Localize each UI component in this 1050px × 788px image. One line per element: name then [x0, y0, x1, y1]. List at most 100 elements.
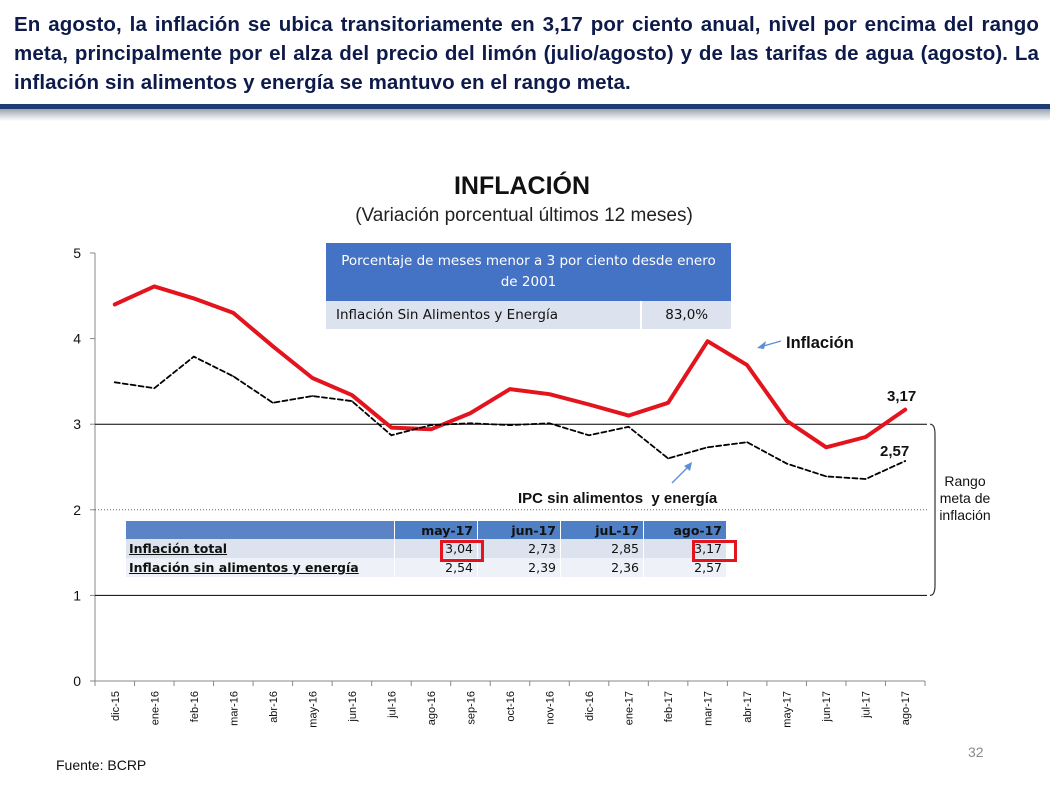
x-tick-label: mar-16	[228, 691, 240, 726]
x-tick-label: jul-16	[386, 691, 398, 719]
x-tick-label: may-16	[307, 691, 319, 728]
core-point	[430, 424, 432, 426]
table-header-blank	[126, 521, 395, 539]
inflation-point	[509, 388, 511, 390]
x-tick-label: abr-16	[268, 691, 280, 723]
core-point	[509, 424, 511, 426]
page-number: 32	[968, 744, 984, 760]
core-point	[351, 400, 353, 402]
table-row: Inflación sin alimentos y energía 2,54 2…	[126, 558, 727, 577]
cell-core-ago: 2,57	[643, 558, 727, 577]
core-arrow-head	[684, 462, 692, 471]
inflation-point	[351, 394, 353, 396]
y-tick-label: 2	[73, 502, 81, 518]
cell-core-jun: 2,39	[477, 558, 561, 577]
core-point	[193, 355, 195, 358]
inflation-point	[311, 377, 314, 379]
x-tick-label: ene-16	[149, 691, 161, 725]
target-range-label: meta de	[940, 490, 991, 506]
target-range-label: inflación	[939, 507, 990, 523]
table-header-may: may-17	[394, 521, 478, 539]
y-tick-label: 5	[73, 245, 81, 261]
x-tick-label: ago-16	[426, 691, 438, 725]
inflation-point	[469, 412, 472, 414]
core-point	[785, 462, 788, 465]
cell-core-jul: 2,36	[560, 558, 644, 577]
x-tick-label: nov-16	[545, 691, 557, 725]
months-table-label: Inflación Sin Alimentos y Energía	[326, 301, 642, 329]
y-tick-label: 0	[73, 673, 81, 689]
x-tick-label: ago-17	[900, 691, 912, 725]
core-point	[706, 446, 709, 449]
x-tick-label: jul-17	[861, 691, 873, 719]
inflation-point	[627, 414, 630, 417]
cell-total-jul: 2,85	[560, 539, 644, 558]
core-point	[667, 457, 669, 460]
core-point	[390, 434, 393, 437]
x-tick-label: may-17	[782, 691, 794, 728]
core-point	[232, 375, 235, 378]
inflation-point	[430, 428, 432, 431]
chart-title: INFLACIÓN	[453, 172, 591, 200]
inflation-point	[667, 402, 669, 404]
cell-total-ago: 3,17	[643, 539, 727, 558]
highlight-box-ago	[692, 540, 737, 562]
inflation-point	[272, 345, 274, 348]
inflation-point	[706, 340, 709, 342]
x-tick-label: ene-17	[624, 691, 636, 725]
core-point	[272, 402, 274, 404]
inflation-end-label: 3,17	[887, 388, 916, 405]
core-point	[864, 478, 867, 480]
inflation-point	[588, 403, 590, 406]
x-tick-label: abr-17	[742, 691, 754, 723]
inflation-point	[232, 312, 235, 314]
target-range-bracket	[929, 423, 936, 596]
core-series-label: IPC sin alimentos y energía	[518, 490, 718, 507]
inflation-point	[113, 303, 116, 306]
inflation-series-label: Inflación	[786, 334, 854, 352]
row-label-total: Inflación total	[126, 539, 395, 558]
inflation-point	[548, 393, 551, 396]
y-tick-label: 3	[73, 416, 81, 432]
inflation-point	[390, 426, 393, 429]
inflation-point	[904, 408, 907, 411]
core-point	[627, 425, 630, 428]
inflation-point	[785, 419, 788, 422]
x-tick-label: sep-16	[465, 691, 477, 725]
target-range-label: Rango	[944, 473, 985, 489]
x-tick-label: oct-16	[505, 691, 517, 722]
months-table-value: 83,0%	[640, 301, 731, 329]
cell-core-may: 2,54	[394, 558, 478, 577]
chart-labels: 0 1 2 3 4 5 dic-15 ene-16 feb-16 mar-16 abr-16 may-…	[73, 245, 990, 728]
chart-subtitle: (Variación porcentual últimos 12 meses)	[355, 205, 693, 226]
recent-values-table: may-17 jun-17 juL-17 ago-17 Inflación to…	[126, 521, 727, 577]
row-label-core: Inflación sin alimentos y energía	[126, 558, 395, 577]
inflation-point	[153, 285, 156, 288]
x-tick-label: jun-17	[821, 691, 833, 723]
core-point	[746, 441, 748, 443]
x-tick-label: dic-16	[584, 691, 596, 721]
table-row: Inflación total 3,04 2,73 2,85 3,17	[126, 539, 727, 558]
core-point	[825, 475, 827, 478]
y-tick-label: 4	[73, 331, 81, 347]
core-point	[113, 381, 116, 384]
core-point	[548, 422, 551, 425]
x-tick-label: dic-15	[110, 691, 122, 721]
months-table-header: Porcentaje de meses menor a 3 por ciento…	[326, 243, 731, 301]
chart-series	[112, 284, 908, 480]
x-tick-label: jun-16	[347, 691, 359, 723]
core-point	[588, 434, 590, 437]
header-shadow	[0, 109, 1050, 121]
cell-total-jun: 2,73	[477, 539, 561, 558]
x-tick-label: mar-17	[703, 691, 715, 726]
inflation-point	[193, 297, 195, 300]
table-header-jul: juL-17	[560, 521, 644, 539]
inflation-arrow-head	[757, 341, 766, 349]
table-header-ago: ago-17	[643, 521, 727, 539]
x-tick-label: feb-16	[189, 691, 201, 722]
core-point	[904, 460, 907, 462]
core-point	[311, 395, 314, 397]
slide-headline: En agosto, la inflación se ubica transit…	[14, 13, 1039, 94]
y-tick-label: 1	[73, 587, 81, 603]
